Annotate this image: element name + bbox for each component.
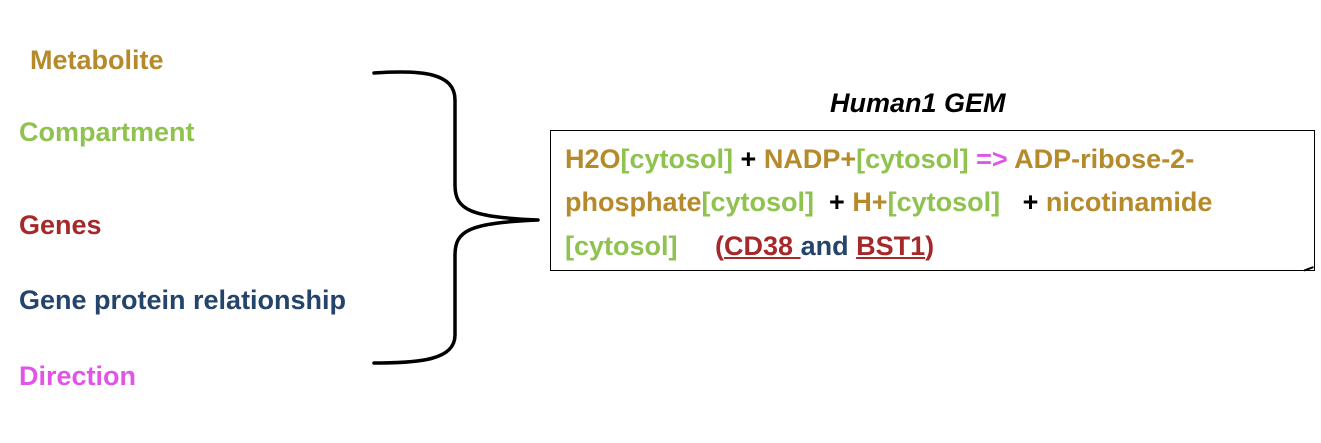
gene-bst1: BST1 <box>856 231 926 261</box>
legend-gene-protein-relationship: Gene protein relationship <box>19 285 347 315</box>
metabolite-h-plus: H+ <box>852 187 888 217</box>
spacer <box>678 231 716 261</box>
gpr-and: and <box>800 231 849 261</box>
reaction-line-2: phosphate[cytosol] + H+[cytosol] + nicot… <box>565 186 1212 218</box>
compartment-cytosol: [cytosol] <box>701 187 815 217</box>
curly-brace-icon <box>372 70 540 365</box>
compartment-cytosol: [cytosol] <box>856 144 969 174</box>
metabolite-h2o: H2O <box>565 144 621 174</box>
spacer <box>849 231 857 261</box>
compartment-cytosol: [cytosol] <box>887 187 1001 217</box>
metabolite-nadp: NADP+ <box>763 144 857 174</box>
gene-cd38: CD38 <box>724 231 801 261</box>
compartment-cytosol: [cytosol] <box>620 144 734 174</box>
legend-metabolite: Metabolite <box>30 45 164 75</box>
plus-sign: + <box>733 144 764 174</box>
legend-compartment: Compartment <box>19 117 195 147</box>
reaction-box: H2O[cytosol] + NADP+[cytosol] => ADP-rib… <box>550 130 1315 275</box>
plus-sign: + <box>1000 187 1046 217</box>
reaction-line-1: H2O[cytosol] + NADP+[cytosol] => ADP-rib… <box>565 143 1194 175</box>
metabolite-adp-ribose-part1: ADP-ribose-2- <box>1014 144 1195 174</box>
legend-direction: Direction <box>19 361 137 391</box>
metabolite-adp-ribose-part2: phosphate <box>565 187 702 217</box>
close-paren: ) <box>925 231 935 261</box>
open-paren: ( <box>715 231 725 261</box>
legend-genes: Genes <box>19 210 102 240</box>
direction-arrow: => <box>968 144 1015 174</box>
reaction-line-3: [cytosol] (CD38 and BST1) <box>565 230 934 262</box>
corner-mark <box>1303 266 1315 275</box>
plus-sign: + <box>814 187 853 217</box>
gem-title: Human1 GEM <box>830 88 1006 118</box>
metabolite-nicotinamide: nicotinamide <box>1045 187 1213 217</box>
compartment-cytosol: [cytosol] <box>565 231 678 261</box>
